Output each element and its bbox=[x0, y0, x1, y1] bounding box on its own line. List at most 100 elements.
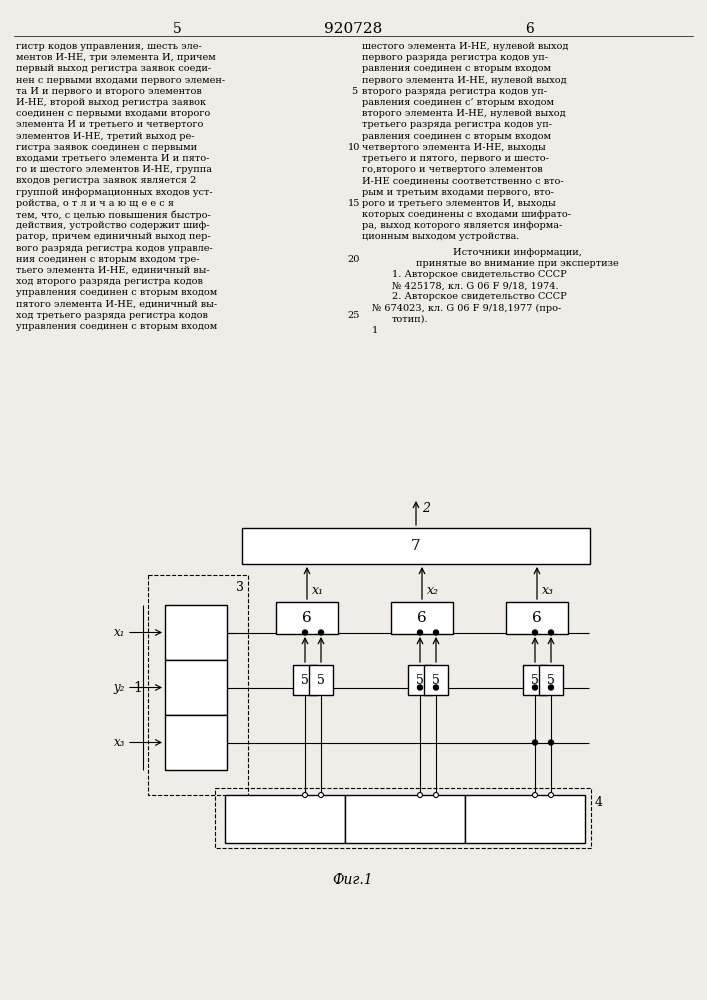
Text: тем, что, с целью повышения быстро-: тем, что, с целью повышения быстро- bbox=[16, 210, 211, 220]
Bar bbox=[165, 715, 227, 770]
Bar bbox=[148, 575, 248, 795]
Text: x₃: x₃ bbox=[542, 584, 554, 596]
Text: рого и третьего элементов И, выходы: рого и третьего элементов И, выходы bbox=[362, 199, 556, 208]
Text: 20: 20 bbox=[348, 255, 360, 264]
Text: 5: 5 bbox=[317, 674, 325, 686]
Text: 2: 2 bbox=[422, 502, 430, 515]
Text: управления соединен с вторым входом: управления соединен с вторым входом bbox=[16, 288, 217, 297]
Text: ройства, о т л и ч а ю щ е е с я: ройства, о т л и ч а ю щ е е с я bbox=[16, 199, 174, 208]
Text: 15: 15 bbox=[348, 199, 360, 208]
Text: ход второго разряда регистра кодов: ход второго разряда регистра кодов bbox=[16, 277, 203, 286]
Text: равления соединен с вторым входом: равления соединен с вторым входом bbox=[362, 64, 551, 73]
Bar bbox=[465, 795, 585, 843]
Bar bbox=[225, 795, 345, 843]
Circle shape bbox=[549, 792, 554, 798]
Text: рым и третьим входами первого, вто-: рым и третьим входами первого, вто- bbox=[362, 188, 554, 197]
Text: гистр кодов управления, шесть эле-: гистр кодов управления, шесть эле- bbox=[16, 42, 201, 51]
Text: второго разряда регистра кодов уп-: второго разряда регистра кодов уп- bbox=[362, 87, 547, 96]
Text: третьего разряда регистра кодов уп-: третьего разряда регистра кодов уп- bbox=[362, 120, 552, 129]
Text: 6: 6 bbox=[532, 611, 542, 625]
Text: ратор, причем единичный выход пер-: ратор, причем единичный выход пер- bbox=[16, 232, 211, 241]
Text: равления соединен с вторым входом: равления соединен с вторым входом bbox=[362, 132, 551, 141]
Text: первый выход регистра заявок соеди-: первый выход регистра заявок соеди- bbox=[16, 64, 211, 73]
Text: 2. Авторское свидетельство СССР: 2. Авторское свидетельство СССР bbox=[392, 292, 567, 301]
Text: 3: 3 bbox=[236, 581, 244, 594]
Circle shape bbox=[303, 630, 308, 635]
Bar bbox=[293, 665, 317, 695]
Text: соединен с первыми входами второго: соединен с первыми входами второго bbox=[16, 109, 210, 118]
Text: четвертого элемента И-НЕ, выходы: четвертого элемента И-НЕ, выходы bbox=[362, 143, 546, 152]
Text: x₃: x₃ bbox=[114, 736, 125, 749]
Text: принятые во внимание при экспертизе: принятые во внимание при экспертизе bbox=[416, 259, 619, 268]
Text: x₂: x₂ bbox=[427, 584, 439, 596]
Text: 5: 5 bbox=[531, 674, 539, 686]
Circle shape bbox=[433, 792, 438, 798]
Text: 5: 5 bbox=[432, 674, 440, 686]
Circle shape bbox=[532, 740, 537, 745]
Text: Источники информации,: Источники информации, bbox=[452, 248, 581, 257]
Text: 1. Авторское свидетельство СССР: 1. Авторское свидетельство СССР bbox=[392, 270, 567, 279]
Bar bbox=[276, 602, 338, 634]
Text: 5: 5 bbox=[547, 674, 555, 686]
Text: № 674023, кл. G 06 F 9/18,1977 (про-: № 674023, кл. G 06 F 9/18,1977 (про- bbox=[372, 304, 561, 313]
Text: го,второго и четвертого элементов: го,второго и четвертого элементов bbox=[362, 165, 543, 174]
Text: 6: 6 bbox=[417, 611, 427, 625]
Text: ния соединен с вторым входом тре-: ния соединен с вторым входом тре- bbox=[16, 255, 199, 264]
Text: 6: 6 bbox=[525, 22, 534, 36]
Text: действия, устройство содержит шиф-: действия, устройство содержит шиф- bbox=[16, 221, 209, 230]
Circle shape bbox=[532, 792, 537, 798]
Bar bbox=[391, 602, 453, 634]
Text: 7: 7 bbox=[411, 539, 421, 553]
Circle shape bbox=[549, 740, 554, 745]
Bar bbox=[506, 602, 568, 634]
Text: элемента И и третьего и четвертого: элемента И и третьего и четвертого bbox=[16, 120, 204, 129]
Circle shape bbox=[433, 630, 438, 635]
Text: входами третьего элемента И и пято-: входами третьего элемента И и пято- bbox=[16, 154, 209, 163]
Text: нен с первыми входами первого элемен-: нен с первыми входами первого элемен- bbox=[16, 76, 225, 85]
Text: И-НЕ соединены соответственно с вто-: И-НЕ соединены соответственно с вто- bbox=[362, 176, 563, 185]
Text: 5: 5 bbox=[351, 87, 357, 96]
Text: входов регистра заявок является 2: входов регистра заявок является 2 bbox=[16, 176, 197, 185]
Bar bbox=[215, 788, 591, 848]
Circle shape bbox=[433, 685, 438, 690]
Text: тьего элемента И-НЕ, единичный вы-: тьего элемента И-НЕ, единичный вы- bbox=[16, 266, 209, 275]
Text: та И и первого и второго элементов: та И и первого и второго элементов bbox=[16, 87, 201, 96]
Circle shape bbox=[303, 792, 308, 798]
Text: гистра заявок соединен с первыми: гистра заявок соединен с первыми bbox=[16, 143, 197, 152]
Text: пятого элемента И-НЕ, единичный вы-: пятого элемента И-НЕ, единичный вы- bbox=[16, 300, 217, 309]
Text: третьего и пятого, первого и шесто-: третьего и пятого, первого и шесто- bbox=[362, 154, 549, 163]
Bar bbox=[165, 605, 227, 660]
Bar bbox=[408, 665, 432, 695]
Text: x₁: x₁ bbox=[312, 584, 324, 596]
Text: ционным выходом устройства.: ционным выходом устройства. bbox=[362, 232, 520, 241]
Text: второго элемента И-НЕ, нулевой выход: второго элемента И-НЕ, нулевой выход bbox=[362, 109, 566, 118]
Circle shape bbox=[549, 630, 554, 635]
Text: 5: 5 bbox=[416, 674, 424, 686]
Text: го и шестого элементов И-НЕ, группа: го и шестого элементов И-НЕ, группа bbox=[16, 165, 212, 174]
Text: группой информационных входов уст-: группой информационных входов уст- bbox=[16, 188, 213, 197]
Text: 4: 4 bbox=[595, 796, 603, 809]
Text: элементов И-НЕ, третий выход ре-: элементов И-НЕ, третий выход ре- bbox=[16, 132, 194, 141]
Text: Фиг.1: Фиг.1 bbox=[333, 873, 373, 887]
Circle shape bbox=[532, 685, 537, 690]
Text: шестого элемента И-НЕ, нулевой выход: шестого элемента И-НЕ, нулевой выход bbox=[362, 42, 568, 51]
Text: x₁: x₁ bbox=[114, 626, 125, 639]
Text: первого разряда регистра кодов уп-: первого разряда регистра кодов уп- bbox=[362, 53, 548, 62]
Text: ра, выход которого является информа-: ра, выход которого является информа- bbox=[362, 221, 562, 230]
Text: 5: 5 bbox=[301, 674, 309, 686]
Text: ход третьего разряда регистра кодов: ход третьего разряда регистра кодов bbox=[16, 311, 208, 320]
Text: 25: 25 bbox=[348, 311, 360, 320]
Circle shape bbox=[318, 630, 324, 635]
Bar bbox=[424, 665, 448, 695]
Text: 920728: 920728 bbox=[324, 22, 382, 36]
Text: вого разряда регистра кодов управле-: вого разряда регистра кодов управле- bbox=[16, 244, 213, 253]
Text: И-НЕ, второй выход регистра заявок: И-НЕ, второй выход регистра заявок bbox=[16, 98, 206, 107]
Bar bbox=[165, 660, 227, 715]
Bar bbox=[523, 665, 547, 695]
Text: 5: 5 bbox=[173, 22, 182, 36]
Text: первого элемента И-НЕ, нулевой выход: первого элемента И-НЕ, нулевой выход bbox=[362, 76, 566, 85]
Text: управления соединен с вторым входом: управления соединен с вторым входом bbox=[16, 322, 217, 331]
Bar bbox=[242, 528, 590, 564]
Text: y₂: y₂ bbox=[114, 681, 125, 694]
Text: 1: 1 bbox=[134, 680, 142, 694]
